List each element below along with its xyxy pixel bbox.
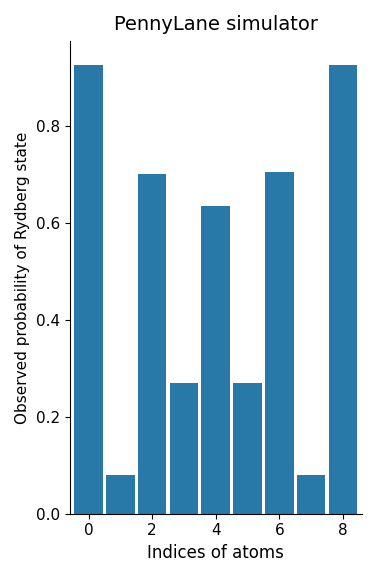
X-axis label: Indices of atoms: Indices of atoms bbox=[147, 544, 284, 562]
Bar bbox=[233, 383, 262, 514]
Bar bbox=[297, 475, 325, 514]
Bar bbox=[265, 172, 294, 514]
Bar bbox=[329, 65, 357, 514]
Title: PennyLane simulator: PennyLane simulator bbox=[114, 15, 318, 34]
Bar bbox=[74, 65, 103, 514]
Bar bbox=[106, 475, 135, 514]
Bar bbox=[170, 383, 198, 514]
Y-axis label: Observed probability of Rydberg state: Observed probability of Rydberg state bbox=[15, 131, 30, 424]
Bar bbox=[201, 206, 230, 514]
Bar bbox=[138, 174, 167, 514]
